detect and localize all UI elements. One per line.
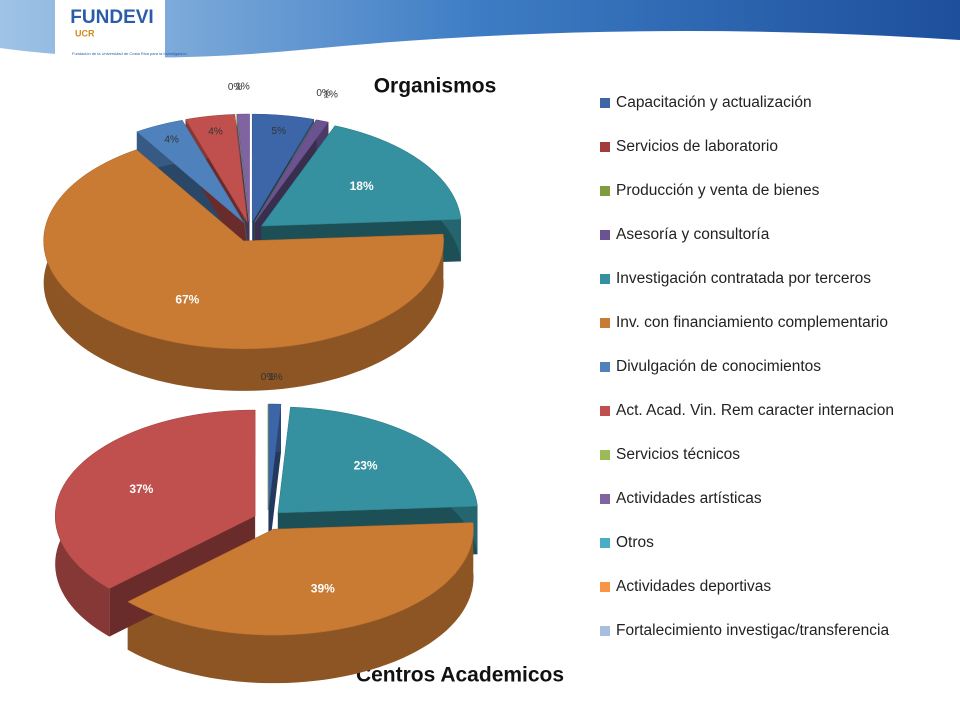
legend-swatch [600,318,610,328]
legend-swatch [600,406,610,416]
slice [185,114,248,223]
legend-label: Servicios de laboratorio [616,138,778,155]
slice [254,119,329,223]
legend-label: Capacitación y actualización [616,94,812,111]
logo-caption: Fundación de la Universidad de Costa Ric… [72,51,187,56]
data-labels: 5%0%1%18%67%4%4%0%1% [164,82,374,307]
legend-swatch [600,538,610,548]
legend-swatch [600,450,610,460]
slice [236,113,250,223]
legend-label: Servicios técnicos [616,446,740,463]
data-label: 1% [235,82,250,93]
data-label: 67% [175,293,199,307]
slice [136,119,245,224]
chart-title: Centros Academicos [356,664,564,687]
data-label: 4% [208,127,223,138]
legend-swatch [600,186,610,196]
legend-label: Otros [616,534,654,551]
legend-label: Asesoría y consultoría [616,226,770,243]
slice-wall [127,522,474,684]
logo: FUNDEVI [70,7,153,28]
legend-swatch [600,274,610,284]
data-label: 39% [311,582,335,596]
legend-label: Producción y venta de bienes [616,182,820,199]
data-label: 18% [350,179,374,193]
slice [277,406,478,514]
pie-tops [54,403,478,636]
slice [260,125,462,227]
data-label: 37% [129,482,153,496]
slice [54,409,256,589]
legend-label: Actividades deportivas [616,578,771,595]
legend-swatch [600,142,610,152]
legend-swatch [600,362,610,372]
legend-label: Fortalecimiento investigac/transferencia [616,622,889,639]
logo-side: UCR [75,28,95,38]
legend-swatch [600,98,610,108]
slice [127,522,474,636]
legend-label: Act. Acad. Vin. Rem caracter internacion [616,402,894,419]
slice [43,149,444,350]
legend-swatch [600,582,610,592]
legend-label: Investigación contratada por terceros [616,270,871,287]
data-labels: 1% 23% 39% 37% 0% [129,372,378,596]
data-label: 0% [316,88,331,99]
data-label: 0% [261,372,276,383]
slice [251,113,315,224]
logo-box [55,0,165,68]
data-label: 0% [228,82,243,93]
legend-swatch [600,626,610,636]
legend-swatch [600,494,610,504]
data-label: 23% [354,459,378,473]
legend-label: Divulgación de conocimientos [616,358,821,375]
data-label: 5% [272,126,287,137]
data-label: 1% [268,372,283,383]
pie-tops [43,113,462,350]
data-label: 1% [323,89,338,100]
legend-label: Actividades artísticas [616,490,762,507]
slice [268,403,282,511]
data-label: 4% [164,135,179,146]
header-band [0,0,960,58]
legend-swatch [600,230,610,240]
slice [236,114,250,223]
chart-title: Organismos [374,75,497,98]
legend-label: Inv. con financiamiento complementario [616,314,888,331]
